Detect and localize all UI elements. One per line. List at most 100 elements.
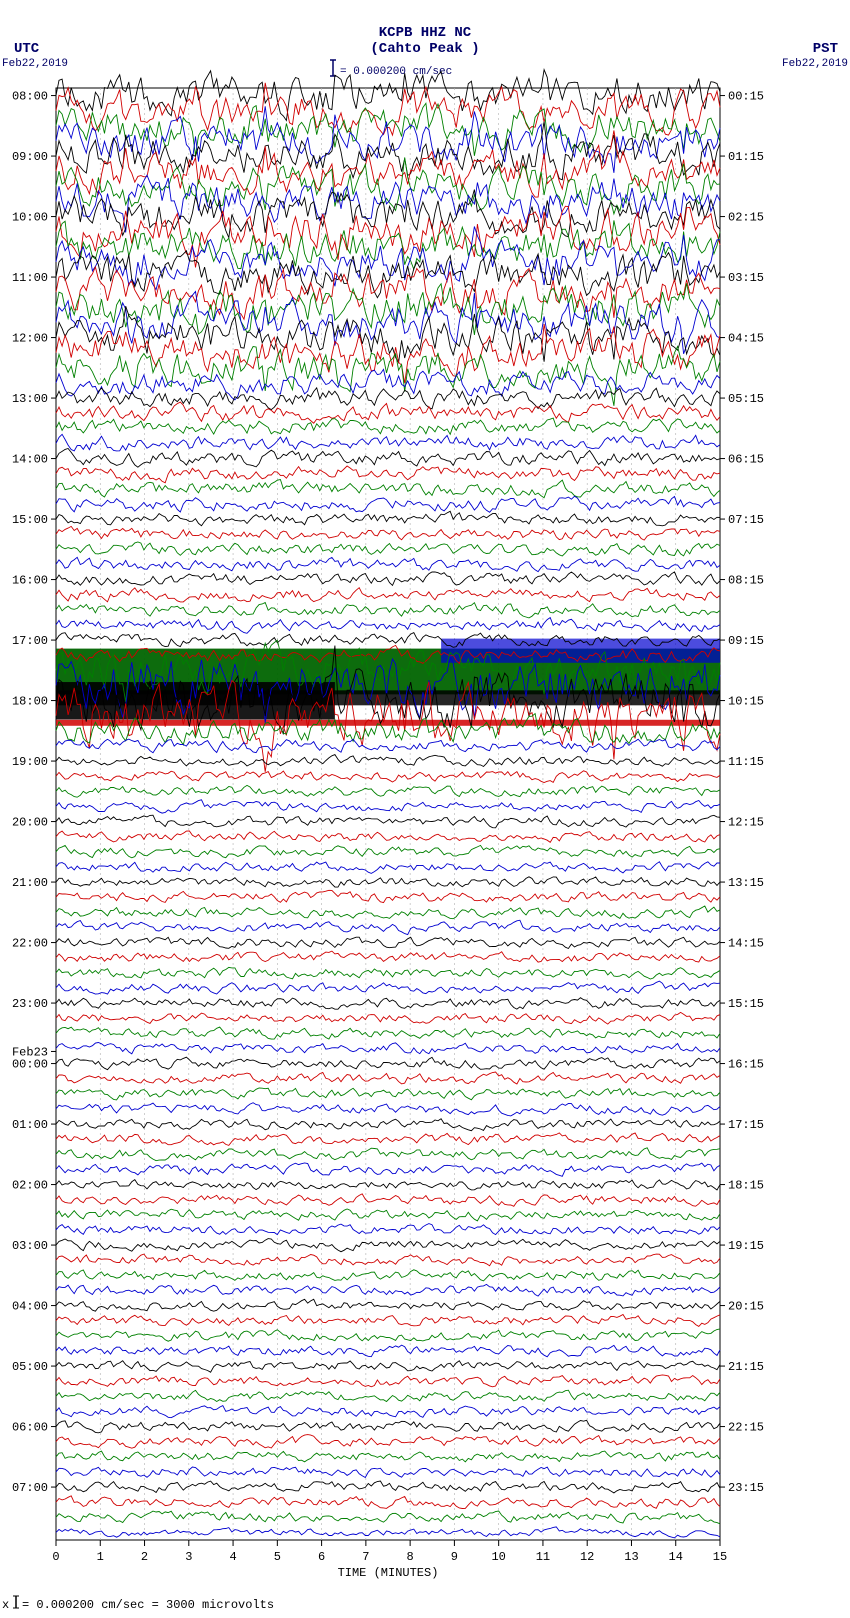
left-hour-label: 14:00 bbox=[12, 453, 48, 467]
left-hour-label: 10:00 bbox=[12, 211, 48, 225]
left-hour-label: 23:00 bbox=[12, 997, 48, 1011]
footer-text: = 0.000200 cm/sec = 3000 microvolts bbox=[22, 1598, 274, 1612]
seismic-trace bbox=[56, 1420, 720, 1433]
seismic-trace bbox=[56, 618, 720, 634]
seismic-trace bbox=[56, 588, 720, 602]
right-hour-label: 16:15 bbox=[728, 1058, 764, 1072]
seismic-trace bbox=[56, 466, 720, 483]
x-tick: 8 bbox=[407, 1550, 414, 1564]
x-tick: 5 bbox=[274, 1550, 281, 1564]
seismic-trace bbox=[56, 981, 720, 994]
left-date: Feb22,2019 bbox=[2, 58, 68, 70]
seismic-trace bbox=[56, 1270, 720, 1281]
x-tick: 3 bbox=[185, 1550, 192, 1564]
left-hour-label: 16:00 bbox=[12, 574, 48, 588]
seismic-trace bbox=[56, 1119, 720, 1131]
x-tick: 13 bbox=[624, 1550, 638, 1564]
right-hour-label: 13:15 bbox=[728, 876, 764, 890]
left-hour-label: 08:00 bbox=[12, 90, 48, 104]
x-tick: 11 bbox=[536, 1550, 550, 1564]
title-line1: KCPB HHZ NC bbox=[379, 25, 472, 41]
seismic-trace bbox=[56, 771, 720, 783]
x-tick: 4 bbox=[229, 1550, 236, 1564]
left-hour-label: 07:00 bbox=[12, 1481, 48, 1495]
seismic-trace bbox=[56, 227, 720, 290]
x-tick: 6 bbox=[318, 1550, 325, 1564]
right-hour-label: 01:15 bbox=[728, 150, 764, 164]
x-tick: 14 bbox=[669, 1550, 683, 1564]
seismic-trace bbox=[56, 906, 720, 919]
seismic-trace bbox=[56, 572, 720, 586]
right-hour-label: 08:15 bbox=[728, 574, 764, 588]
seismic-trace bbox=[56, 526, 720, 540]
seismic-trace bbox=[56, 1209, 720, 1221]
seismic-trace bbox=[56, 1148, 720, 1161]
right-hour-label: 14:15 bbox=[728, 937, 764, 951]
seismic-trace bbox=[56, 815, 720, 828]
seismic-trace bbox=[56, 1057, 720, 1070]
x-tick: 9 bbox=[451, 1550, 458, 1564]
right-hour-label: 15:15 bbox=[728, 997, 764, 1011]
seismic-trace bbox=[56, 862, 720, 874]
seismic-trace bbox=[56, 937, 720, 948]
seismic-trace bbox=[56, 1012, 720, 1024]
seismic-trace bbox=[56, 845, 720, 857]
right-date: Feb22,2019 bbox=[782, 58, 848, 70]
left-hour-label: 18:00 bbox=[12, 695, 48, 709]
seismic-trace bbox=[56, 1451, 720, 1462]
seismic-trace bbox=[56, 877, 720, 887]
seismic-trace bbox=[56, 603, 720, 618]
right-hour-label: 17:15 bbox=[728, 1118, 764, 1132]
seismic-trace bbox=[56, 967, 720, 979]
seismic-trace bbox=[56, 449, 720, 468]
seismic-trace bbox=[56, 402, 720, 423]
left-hour-label: 17:00 bbox=[12, 634, 48, 648]
seismic-trace bbox=[56, 292, 720, 354]
seismic-trace bbox=[56, 890, 720, 902]
seismic-trace bbox=[56, 831, 720, 842]
right-hour-label: 10:15 bbox=[728, 695, 764, 709]
seismic-trace bbox=[56, 542, 720, 556]
left-tz: UTC bbox=[14, 41, 40, 57]
seismic-trace bbox=[56, 951, 720, 962]
seismic-trace bbox=[56, 1180, 720, 1190]
seismic-trace bbox=[56, 1103, 720, 1116]
seismic-trace bbox=[56, 1527, 720, 1538]
seismic-trace bbox=[56, 755, 720, 767]
seismic-trace bbox=[56, 1133, 720, 1146]
x-tick: 2 bbox=[141, 1550, 148, 1564]
seismic-trace bbox=[56, 1194, 720, 1206]
right-hour-label: 12:15 bbox=[728, 816, 764, 830]
x-tick: 15 bbox=[713, 1550, 727, 1564]
seismic-trace bbox=[56, 998, 720, 1010]
seismic-trace bbox=[56, 1329, 720, 1341]
seismic-trace bbox=[56, 83, 720, 135]
right-hour-label: 22:15 bbox=[728, 1421, 764, 1435]
seismic-trace bbox=[56, 1496, 720, 1509]
left-hour-label: 21:00 bbox=[12, 876, 48, 890]
right-hour-label: 00:15 bbox=[728, 90, 764, 104]
x-tick: 0 bbox=[52, 1550, 59, 1564]
seismic-trace bbox=[56, 418, 720, 434]
left-hour-label: 12:00 bbox=[12, 332, 48, 346]
seismic-trace bbox=[56, 1361, 720, 1373]
seismic-trace bbox=[56, 557, 720, 571]
seismic-trace bbox=[56, 1511, 720, 1524]
right-hour-label: 04:15 bbox=[728, 332, 764, 346]
right-hour-label: 05:15 bbox=[728, 392, 764, 406]
left-hour-label: 05:00 bbox=[12, 1360, 48, 1374]
seismic-trace bbox=[56, 785, 720, 797]
seismic-trace bbox=[56, 1254, 720, 1266]
left-hour-label: 02:00 bbox=[12, 1179, 48, 1193]
x-tick: 12 bbox=[580, 1550, 594, 1564]
seismic-trace bbox=[56, 1435, 720, 1449]
left-hour-label: 06:00 bbox=[12, 1421, 48, 1435]
left-hour-label: 11:00 bbox=[12, 271, 48, 285]
title-line2: (Cahto Peak ) bbox=[370, 41, 479, 57]
left-hour-label: 22:00 bbox=[12, 937, 48, 951]
left-hour-label: 04:00 bbox=[12, 1300, 48, 1314]
right-hour-label: 20:15 bbox=[728, 1300, 764, 1314]
right-hour-label: 02:15 bbox=[728, 211, 764, 225]
scalebar-label: = 0.000200 cm/sec bbox=[340, 66, 452, 78]
right-hour-label: 06:15 bbox=[728, 453, 764, 467]
